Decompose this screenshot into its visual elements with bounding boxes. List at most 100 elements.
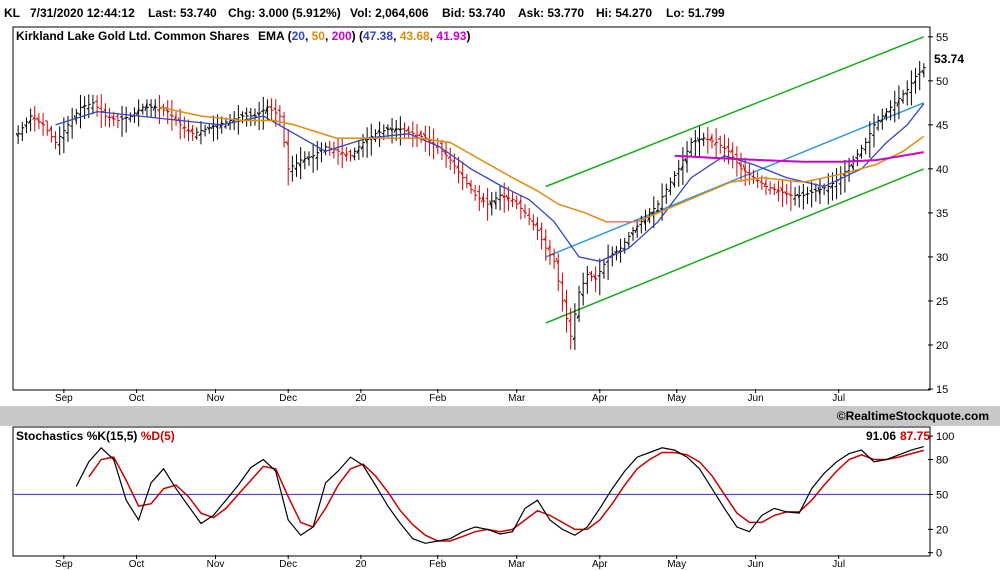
bid-price: Bid: 53.740	[442, 6, 506, 20]
stoch-k-value: 91.06	[866, 429, 896, 443]
price-bar-open	[863, 148, 866, 151]
price-bar-open	[194, 136, 198, 139]
price-bar-open	[385, 126, 389, 130]
price-bar-open	[713, 142, 717, 146]
price-bar-open	[456, 164, 459, 169]
price-x-tick-label: Nov	[207, 393, 225, 404]
price-bar-open	[285, 140, 289, 146]
stoch-k-line	[75, 446, 924, 544]
price-bar-open	[871, 134, 875, 136]
price-bar-open	[801, 191, 804, 194]
price-y-tick-label: 40	[936, 164, 948, 176]
price-bar-open	[846, 169, 850, 172]
price-bar-open	[747, 171, 750, 174]
price-bar-open	[809, 189, 812, 193]
stoch-d-line	[88, 449, 924, 542]
price-bar-open	[879, 119, 883, 123]
last-price-label: 53.74	[934, 52, 964, 66]
price-bar-open	[422, 132, 426, 138]
price-bar-open	[896, 99, 900, 107]
price-bar-open	[36, 117, 40, 123]
price-bar-open	[568, 318, 572, 323]
quote-header: KL 7/31/2020 12:44:12 Last: 53.740 Chg: …	[0, 0, 1000, 26]
price-bar-open	[518, 199, 522, 205]
price-bar-open	[730, 148, 734, 154]
price-bar-open	[314, 156, 318, 159]
quote-datetime: 7/31/2020 12:44:12	[30, 6, 135, 20]
price-bar-open	[759, 180, 763, 183]
ema20-value: 47.38	[363, 29, 393, 43]
stoch-x-tick-label: Nov	[207, 559, 225, 570]
price-bar-open	[480, 195, 484, 203]
price-bar-open	[830, 184, 833, 189]
price-bar-open	[377, 129, 381, 134]
price-bar-open	[775, 188, 779, 194]
price-bar-open	[107, 116, 110, 119]
price-bar-open	[215, 124, 218, 129]
price-y-tick-label: 45	[936, 120, 948, 132]
price-bar-open	[547, 245, 551, 251]
stoch-d-value: 87.75	[900, 429, 930, 443]
high-price: Hi: 54.270	[596, 6, 653, 20]
price-bar-open	[505, 194, 509, 202]
price-bar-open	[643, 218, 646, 226]
price-bar-open	[622, 248, 625, 250]
channel-upper-line	[545, 36, 925, 188]
price-bar-open	[144, 102, 148, 111]
price-bar-open	[560, 281, 563, 284]
price-bar-open	[780, 186, 784, 192]
price-bar-open	[53, 135, 56, 138]
price-bar-open	[535, 221, 538, 227]
price-bar-open	[576, 314, 580, 319]
stoch-k-label: Stochastics %K(15,5)	[16, 429, 137, 443]
price-bar-open	[294, 167, 297, 171]
ask-price: Ask: 53.770	[518, 6, 585, 20]
price-x-tick-label: May	[667, 393, 686, 404]
stoch-x-tick-label: Jun	[748, 559, 764, 570]
price-bar-open	[639, 223, 642, 226]
price-bar-open	[493, 199, 497, 206]
price-bar-open	[514, 199, 518, 203]
price-bar-open	[477, 190, 480, 193]
price-bar-open	[102, 108, 106, 113]
price-y-tick-label: 35	[936, 208, 948, 220]
price-bar-open	[543, 236, 547, 241]
price-bar-open	[734, 153, 738, 156]
channel-lower-line	[545, 168, 925, 324]
price-bar-open	[136, 108, 140, 116]
price-bar-open	[913, 80, 916, 85]
price-bar-open	[339, 151, 343, 156]
price-bar-open	[119, 116, 123, 118]
price-y-tick-label: 20	[936, 340, 948, 352]
symbol: KL	[4, 6, 20, 20]
price-bar-open	[693, 139, 696, 143]
price-bar-open	[24, 124, 27, 128]
price-bar-open	[630, 231, 634, 236]
price-bar-open	[389, 127, 393, 132]
price-bar-open	[555, 257, 559, 265]
price-bar-open	[273, 107, 277, 111]
price-bar-open	[327, 146, 330, 149]
ema50-line	[159, 106, 925, 223]
watermark: ©RealtimeStockquote.com	[837, 409, 989, 423]
price-bar-open	[539, 226, 543, 231]
ema200-param: 200	[332, 29, 352, 43]
price-bar-open	[223, 125, 227, 128]
stoch-x-tick-label: Jul	[832, 559, 845, 570]
price-bar-open	[152, 104, 156, 111]
price-bar-open	[169, 114, 173, 117]
price-change: Chg: 3.000 (5.912%)	[228, 6, 341, 20]
price-bar-open	[28, 119, 32, 125]
ema50-value: 43.68	[400, 29, 430, 43]
price-bar-open	[360, 145, 364, 150]
price-bar-open	[680, 165, 684, 171]
price-bar-open	[722, 146, 725, 149]
price-bar-open	[751, 175, 754, 178]
price-bar-open	[206, 126, 210, 130]
price-bar-open	[393, 127, 397, 133]
price-bar-open	[888, 109, 891, 113]
price-bar-open	[439, 142, 443, 145]
price-bar-open	[917, 73, 920, 76]
stochastics-panel-frame	[12, 426, 931, 557]
stoch-y-tick-label: 100	[936, 431, 954, 443]
